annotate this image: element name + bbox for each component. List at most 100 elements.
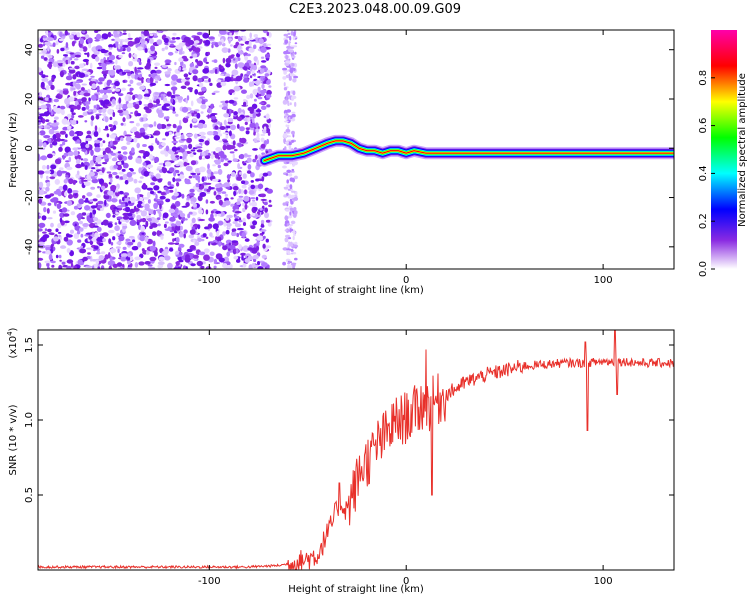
noise-speckle — [249, 202, 252, 206]
noise-speckle — [130, 147, 135, 154]
noise-speckle — [137, 200, 143, 205]
noise-speckle — [77, 239, 82, 243]
noise-speckle — [253, 258, 257, 263]
noise-speckle — [64, 30, 69, 36]
noise-speckle — [91, 94, 97, 101]
noise-speckle — [124, 38, 129, 43]
noise-speckle — [233, 255, 239, 260]
noise-speckle — [141, 31, 144, 34]
noise-speckle — [192, 254, 199, 259]
noise-speckle — [176, 182, 180, 187]
noise-speckle — [70, 108, 74, 113]
noise-speckle — [63, 236, 69, 242]
noise-speckle — [153, 202, 159, 209]
noise-speckle — [168, 167, 175, 173]
noise-speckle — [165, 59, 172, 64]
noise-speckle — [160, 150, 166, 155]
noise-speckle — [131, 246, 139, 251]
noise-speckle — [237, 62, 245, 68]
noise-speckle — [178, 57, 184, 62]
noise-speckle — [43, 135, 51, 139]
noise-speckle — [190, 201, 194, 205]
noise-speckle — [98, 242, 104, 247]
noise-speckle — [244, 189, 247, 195]
noise-speckle — [242, 263, 247, 268]
noise-speckle — [71, 114, 75, 119]
noise-speckle — [214, 68, 218, 75]
noise-speckle — [98, 178, 105, 185]
noise-speckle — [178, 174, 185, 180]
noise-speckle — [84, 205, 91, 211]
noise-speckle — [79, 220, 83, 225]
noise-speckle — [167, 226, 172, 231]
x-tick-label: 100 — [594, 275, 613, 286]
noise-speckle — [266, 43, 272, 46]
noise-speckle — [137, 59, 140, 63]
noise-speckle — [185, 266, 188, 269]
noise-speckle — [122, 246, 127, 250]
noise-speckle — [88, 42, 92, 49]
noise-speckle — [221, 242, 225, 246]
noise-speckle — [286, 248, 292, 251]
noise-speckle — [55, 40, 59, 46]
noise-speckle — [144, 261, 151, 265]
noise-speckle — [290, 220, 296, 225]
noise-speckle — [156, 168, 160, 171]
noise-speckle — [288, 65, 291, 69]
noise-speckle — [213, 188, 216, 192]
noise-speckle — [219, 126, 226, 130]
noise-speckle — [99, 142, 104, 147]
noise-speckle — [161, 142, 166, 147]
noise-speckle — [242, 173, 247, 179]
noise-speckle — [250, 184, 256, 190]
noise-speckle — [186, 248, 193, 253]
noise-speckle — [58, 167, 64, 171]
noise-speckle — [136, 82, 142, 86]
noise-speckle — [177, 125, 183, 130]
noise-speckle — [73, 205, 79, 210]
noise-speckle — [266, 31, 270, 37]
noise-speckle — [40, 55, 45, 59]
noise-speckle — [244, 258, 250, 263]
noise-speckle — [122, 196, 125, 202]
noise-speckle — [186, 137, 193, 144]
noise-speckle — [287, 251, 291, 255]
noise-speckle — [261, 83, 265, 89]
noise-speckle — [108, 44, 114, 48]
noise-speckle — [239, 126, 245, 132]
noise-speckle — [108, 47, 113, 50]
noise-speckle — [194, 40, 200, 44]
noise-speckle — [120, 253, 128, 257]
noise-speckle — [172, 135, 176, 140]
noise-speckle — [258, 38, 264, 45]
noise-speckle — [251, 247, 258, 254]
noise-speckle — [283, 82, 286, 87]
noise-speckle — [144, 203, 150, 210]
noise-speckle — [176, 147, 181, 151]
noise-speckle — [81, 68, 89, 72]
noise-speckle — [156, 123, 162, 130]
noise-speckle — [260, 46, 267, 53]
noise-speckle — [266, 104, 271, 108]
noise-speckle — [92, 209, 97, 215]
noise-speckle — [121, 168, 126, 172]
noise-speckle — [184, 77, 190, 80]
noise-speckle — [104, 199, 107, 207]
noise-speckle — [125, 206, 131, 213]
noise-speckle — [45, 85, 50, 91]
noise-speckle — [88, 235, 91, 240]
noise-speckle — [260, 148, 264, 152]
noise-speckle — [186, 116, 190, 119]
noise-speckle — [49, 169, 55, 175]
noise-speckle — [101, 62, 106, 68]
noise-speckle — [289, 35, 292, 41]
noise-speckle — [290, 201, 294, 205]
noise-speckle — [218, 240, 222, 247]
noise-speckle — [292, 229, 296, 234]
noise-speckle — [142, 144, 147, 147]
noise-speckle — [261, 223, 264, 226]
colorbar-ticks: 0.0 0.2 0.4 0.6 0.8 — [698, 70, 715, 277]
noise-speckle — [108, 238, 112, 245]
noise-speckle — [256, 132, 260, 138]
noise-speckle — [215, 147, 222, 152]
